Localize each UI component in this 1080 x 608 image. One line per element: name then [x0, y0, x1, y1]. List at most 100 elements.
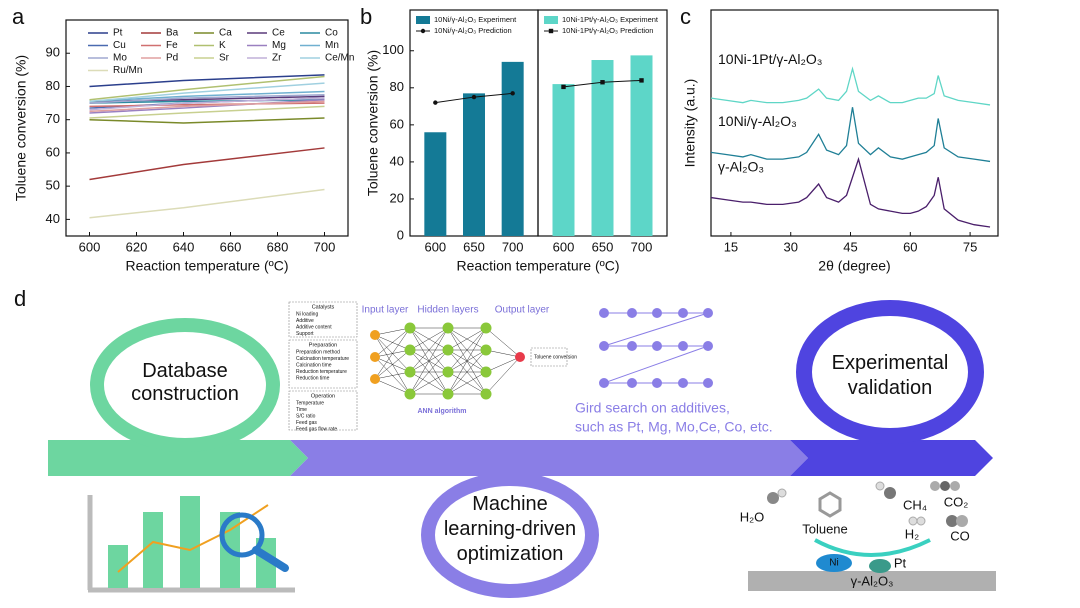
x-tick-label: 600	[424, 239, 446, 254]
ann-node	[370, 374, 380, 384]
ann-node	[480, 344, 492, 356]
ann-node	[404, 344, 416, 356]
search-dot	[627, 341, 637, 351]
x-tick-label: 700	[314, 239, 336, 254]
prediction-marker	[639, 78, 644, 83]
series-line	[89, 97, 325, 111]
input-box	[288, 339, 358, 389]
ann-node	[480, 322, 492, 334]
ann-edge	[409, 327, 449, 351]
bar	[630, 55, 653, 236]
y-tick-label: 90	[46, 45, 60, 60]
y-tick-label: 80	[390, 79, 404, 94]
series-label: 10Ni/γ-Al₂O₃	[718, 113, 797, 129]
search-dot	[678, 308, 688, 318]
series-line	[89, 94, 325, 104]
x-tick-label: 60	[903, 239, 917, 254]
series-line	[89, 188, 325, 219]
legend-label: Ce/Mn	[325, 53, 354, 64]
legend-label: Pd	[166, 53, 178, 64]
search-dot	[599, 341, 609, 351]
y-tick-label: 50	[46, 178, 60, 193]
group-item: Support	[296, 331, 314, 337]
x-tick-label: 650	[592, 239, 614, 254]
group-title: Catalysts	[312, 304, 335, 310]
x-tick-label: 700	[502, 239, 524, 254]
group-title: Operation	[311, 393, 335, 399]
bar	[501, 61, 524, 236]
x-tick-label: 650	[463, 239, 485, 254]
layer-label: Input layer	[362, 305, 409, 316]
ann-edge	[374, 327, 411, 336]
search-dot	[652, 308, 662, 318]
ann-edge	[485, 356, 521, 373]
group-item: Time	[296, 407, 307, 413]
arrow-band	[290, 440, 808, 476]
ann-node	[442, 366, 454, 378]
legend-label: Mn	[325, 40, 339, 51]
x-tick-label: 30	[783, 239, 797, 254]
series-line	[89, 105, 325, 119]
x-tick-label: 640	[173, 239, 195, 254]
y-tick-label: 80	[46, 78, 60, 93]
molecule-label: H₂	[905, 526, 919, 541]
search-dot	[627, 378, 637, 388]
legend-label: Cu	[113, 40, 126, 51]
legend-label: 10Ni/γ-Al₂O₃ Prediction	[434, 26, 512, 35]
y-axis-label: Toluene conversion (%)	[365, 50, 381, 196]
series-line	[89, 74, 325, 88]
search-dot	[703, 378, 713, 388]
search-path	[603, 312, 709, 347]
search-dot	[678, 341, 688, 351]
y-tick-label: 20	[390, 190, 404, 205]
bar	[424, 132, 447, 236]
layer-label: Hidden layers	[417, 305, 478, 316]
legend-label: Zr	[272, 53, 282, 64]
ann-edge	[447, 327, 487, 395]
ann-node	[442, 388, 454, 400]
ann-edge	[447, 327, 487, 373]
series-line	[89, 147, 325, 181]
prediction-marker	[510, 91, 515, 96]
search-dot	[627, 308, 637, 318]
ann-node	[515, 352, 525, 362]
reaction-scheme	[748, 481, 996, 591]
ann-edge	[409, 327, 449, 395]
ann-edge	[485, 327, 521, 358]
stage-label: Machine learning-driven optimization	[444, 493, 576, 565]
legend-label: 10Ni-1Pt/γ-Al₂O₃ Prediction	[562, 26, 653, 35]
prediction-marker	[420, 28, 426, 34]
prediction-marker	[561, 84, 566, 90]
chart-icon	[87, 495, 295, 593]
stage-label: Database construction	[131, 360, 239, 405]
x-tick-label: 600	[553, 239, 575, 254]
grid-search-text: such as Pt, Mg, Mo,Ce, Co, etc.	[575, 419, 773, 435]
prediction-marker	[471, 94, 477, 100]
ann-node	[370, 352, 380, 362]
series-line	[710, 66, 991, 106]
legend-label: Ce	[272, 28, 285, 39]
y-tick-label: 0	[397, 227, 404, 242]
y-axis-label: Intensity (a.u.)	[682, 79, 698, 168]
ann-node	[404, 366, 416, 378]
search-dot	[599, 378, 609, 388]
bar	[552, 84, 575, 236]
legend-label: 10Ni/γ-Al₂O₃ Experiment	[434, 15, 517, 24]
panel-label: b	[360, 4, 372, 29]
ann-edge	[374, 327, 411, 358]
series-line	[89, 75, 325, 101]
input-box	[288, 390, 358, 431]
y-tick-label: 60	[46, 144, 60, 159]
group-item: Reduction time	[296, 375, 330, 381]
group-item: S/C ratio	[296, 413, 316, 419]
stage-ring	[796, 300, 984, 444]
legend-label: Co	[325, 28, 338, 39]
series-line	[89, 100, 325, 113]
x-tick-label: 680	[267, 239, 289, 254]
ann-edge	[485, 356, 521, 395]
x-axis-label: Reaction temperature (ºC)	[125, 258, 288, 274]
plot-frame	[65, 19, 349, 237]
ann-edge	[485, 349, 521, 358]
legend-label: Ru/Mn	[113, 65, 142, 76]
search-dot	[678, 378, 688, 388]
